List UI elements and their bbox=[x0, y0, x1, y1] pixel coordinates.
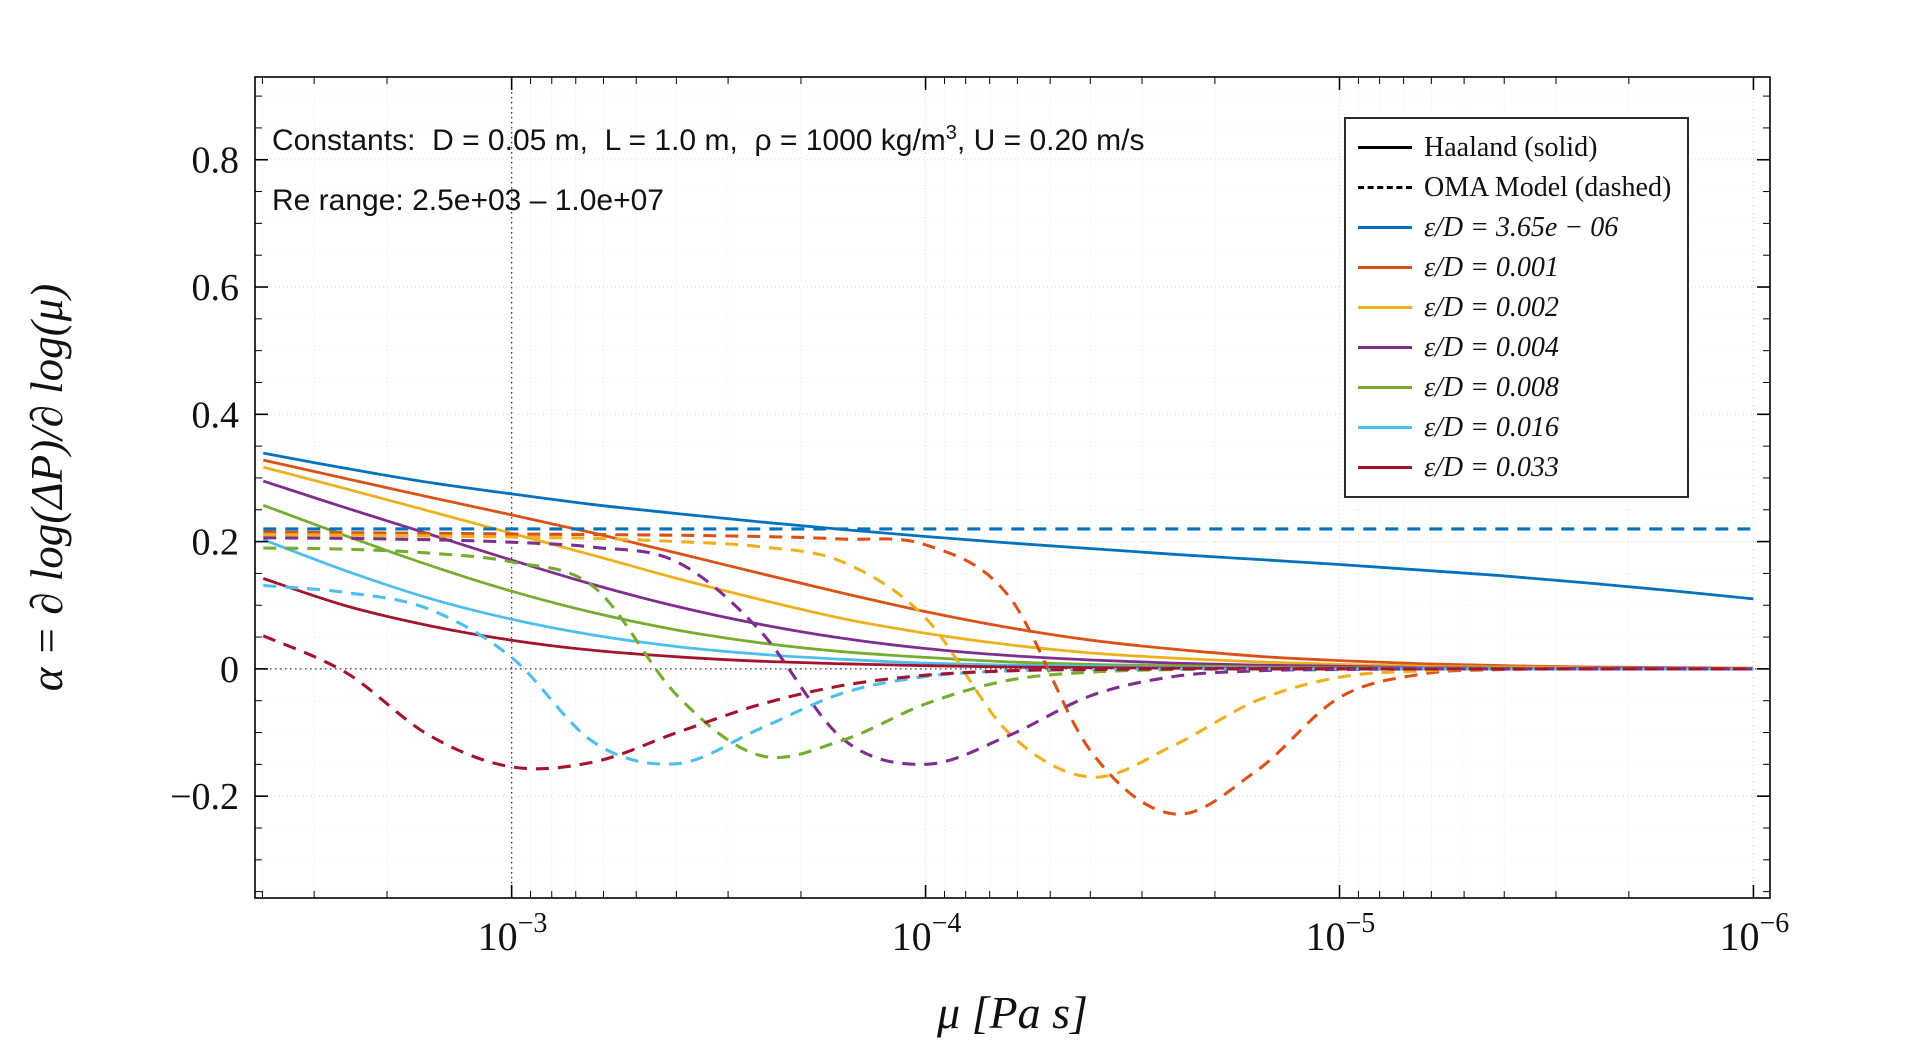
legend-entry: ε/D = 0.001 bbox=[1358, 249, 1671, 286]
legend-label: OMA Model (dashed) bbox=[1424, 171, 1672, 203]
y-tick-label: 0.4 bbox=[192, 394, 240, 436]
tick-labels: −0.2 0 0.2 0.4 0.6 0.8 10−3 10−4 10−5 10−6 bbox=[170, 140, 1789, 959]
y-tick-label: −0.2 bbox=[170, 776, 239, 818]
legend-solid-line-sample bbox=[1358, 386, 1412, 389]
y-tick-label: 0 bbox=[220, 649, 239, 691]
legend-label: ε/D = 0.033 bbox=[1424, 451, 1559, 483]
legend-label: ε/D = 0.001 bbox=[1424, 251, 1559, 283]
axes-box bbox=[254, 76, 1771, 899]
legend-solid-line-sample bbox=[1358, 266, 1412, 269]
legend-entry: ε/D = 3.65e − 06 bbox=[1358, 209, 1671, 246]
curve-oma-eps-0.002 bbox=[263, 533, 1754, 779]
legend-label: ε/D = 3.65e − 06 bbox=[1424, 211, 1619, 243]
legend-label: ε/D = 0.016 bbox=[1424, 411, 1559, 443]
legend-solid-line-sample bbox=[1358, 346, 1412, 349]
legend-label: ε/D = 0.002 bbox=[1424, 291, 1559, 323]
x-tick-label: 10−5 bbox=[1306, 908, 1376, 959]
constants-text-suffix: , U = 0.20 m/s bbox=[956, 124, 1145, 157]
legend-entry: ε/D = 0.004 bbox=[1358, 329, 1671, 366]
legend-solid-line-sample bbox=[1358, 466, 1412, 469]
y-tick-label: 0.6 bbox=[192, 267, 240, 309]
x-tick-label: 10−4 bbox=[892, 908, 962, 959]
constants-text: Constants: D = 0.05 m, L = 1.0 m, ρ = 10… bbox=[272, 124, 946, 157]
legend-entry: ε/D = 0.016 bbox=[1358, 409, 1671, 446]
curve-oma-eps-0.033 bbox=[262, 634, 1754, 771]
y-tick-label: 0.2 bbox=[192, 522, 240, 564]
reference-lines bbox=[255, 77, 1770, 898]
legend-entry: OMA Model (dashed) bbox=[1358, 169, 1671, 206]
legend-dashed-line-sample bbox=[1358, 186, 1412, 189]
re-range-line: Re range: 2.5e+03 – 1.0e+07 bbox=[272, 184, 1145, 218]
legend-entry: ε/D = 0.033 bbox=[1358, 449, 1671, 486]
constants-annotation: Constants: D = 0.05 m, L = 1.0 m, ρ = 10… bbox=[272, 122, 1145, 244]
constants-superscript: 3 bbox=[945, 122, 957, 144]
legend-entry: ε/D = 0.002 bbox=[1358, 289, 1671, 326]
legend-solid-line-sample bbox=[1358, 146, 1412, 149]
curve-oma-eps-0.004 bbox=[263, 536, 1754, 766]
x-tick-label: 10−6 bbox=[1719, 908, 1789, 959]
legend-label: Haaland (solid) bbox=[1424, 131, 1598, 163]
re-range-text: Re range: 2.5e+03 – 1.0e+07 bbox=[272, 184, 664, 217]
series-group bbox=[262, 451, 1754, 816]
legend-label: ε/D = 0.008 bbox=[1424, 371, 1559, 403]
y-tick-label: 0.8 bbox=[192, 140, 240, 182]
legend-solid-line-sample bbox=[1358, 306, 1412, 309]
curve-oma-eps-0.008 bbox=[263, 546, 1754, 760]
x-tick-label: 10−3 bbox=[478, 908, 548, 959]
curve-oma-eps-0.001 bbox=[263, 530, 1754, 816]
constants-line: Constants: D = 0.05 m, L = 1.0 m, ρ = 10… bbox=[272, 122, 1145, 158]
curve-haaland-eps-3.65e-06 bbox=[263, 451, 1754, 601]
legend-entry: Haaland (solid) bbox=[1358, 129, 1671, 166]
y-axis-label: α = ∂ log(ΔP)/∂ log(μ) bbox=[22, 284, 72, 691]
legend-solid-line-sample bbox=[1358, 426, 1412, 429]
legend: Haaland (solid) OMA Model (dashed) ε/D = 3… bbox=[1344, 117, 1690, 498]
legend-label: ε/D = 0.004 bbox=[1424, 331, 1559, 363]
legend-solid-line-sample bbox=[1358, 226, 1412, 229]
x-axis-label: μ [Pa s] bbox=[936, 987, 1088, 1038]
legend-entry: ε/D = 0.008 bbox=[1358, 369, 1671, 406]
